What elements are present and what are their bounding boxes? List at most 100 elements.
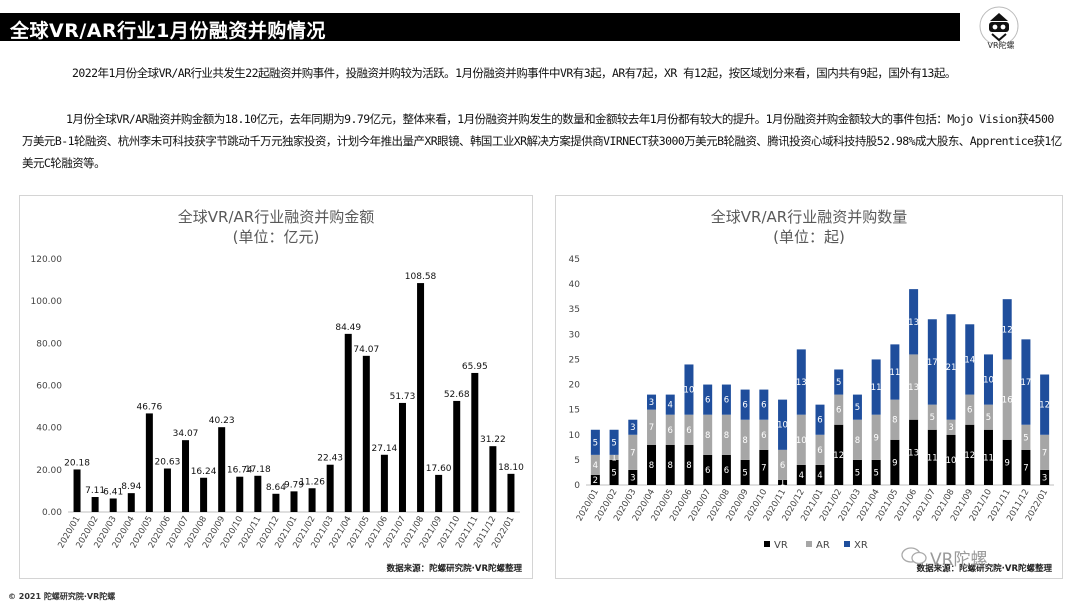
y-tick-label: 20.00 — [36, 466, 62, 476]
data-label: 11 — [871, 383, 882, 393]
y-tick-label: 120.00 — [31, 255, 63, 265]
data-label: 16.24 — [191, 467, 217, 477]
bar — [272, 493, 280, 512]
bar — [200, 477, 208, 512]
bar — [109, 498, 117, 512]
bar — [435, 474, 443, 512]
bar-segment-xr — [609, 429, 619, 455]
legend-swatch-xr — [844, 541, 850, 547]
data-label: 5 — [1023, 433, 1028, 443]
data-label: 8.94 — [121, 482, 141, 492]
bar-segment-vr — [983, 429, 993, 485]
bar-segment-vr — [871, 459, 881, 485]
data-label: 9 — [892, 458, 897, 468]
bar-segment-vr — [852, 459, 862, 485]
bar-segment-ar — [890, 399, 900, 440]
data-label: 13 — [908, 383, 919, 393]
data-label: 31.22 — [480, 435, 506, 445]
bar — [127, 493, 135, 512]
data-label: 5 — [930, 413, 935, 423]
legend-label-xr: XR — [854, 540, 868, 551]
bar — [362, 355, 370, 512]
data-label: 51.73 — [390, 392, 416, 402]
wechat-icon — [901, 547, 927, 565]
data-label: 6 — [686, 426, 691, 436]
legend-label-vr: VR — [774, 540, 788, 551]
bar-segment-vr — [740, 459, 750, 485]
bar — [308, 488, 316, 512]
bar-segment-xr — [909, 289, 919, 355]
intro-paragraph-2: 1月份全球VR/AR融资并购金额为18.10亿元，去年同期为9.79亿元，整体来… — [22, 112, 1062, 170]
data-label: 5 — [836, 378, 841, 388]
y-tick-label: 0 — [574, 481, 580, 491]
data-label: 12 — [1039, 401, 1050, 411]
data-label: 9 — [1004, 458, 1009, 468]
bar-segment-ar — [1040, 434, 1050, 470]
vr-tuoluo-logo-icon — [979, 6, 1019, 46]
y-tick-label: 25 — [569, 355, 580, 365]
data-label: 21 — [946, 363, 957, 373]
data-label: 1 — [611, 453, 616, 463]
y-tick-label: 10 — [569, 431, 581, 441]
bar — [417, 283, 425, 512]
chart-source: 数据来源：陀螺研究院·VR陀螺整理 — [916, 564, 1052, 574]
data-label: 2 — [593, 476, 598, 486]
bar — [489, 446, 497, 512]
bar — [326, 464, 334, 512]
funding-amount-chart: 全球VR/AR行业融资并购金额 (单位：亿元) 0.00 20.00 40.00 60… — [19, 195, 533, 579]
data-label: 4 — [817, 471, 822, 481]
data-label: 7 — [630, 448, 635, 458]
bar — [91, 497, 99, 512]
bar-segment-xr — [871, 359, 881, 415]
y-tick-label: 45 — [569, 255, 580, 265]
data-label: 3 — [630, 473, 635, 483]
data-label: 5 — [611, 438, 616, 448]
data-label: 65.95 — [462, 362, 488, 372]
bar-segment-vr — [909, 419, 919, 485]
data-label: 17 — [1021, 378, 1032, 388]
data-label: 8 — [855, 436, 860, 446]
bar-segment-vr — [796, 464, 806, 485]
bar-segment-xr — [965, 324, 975, 395]
data-label: 3 — [630, 423, 635, 433]
data-label: 9.79 — [284, 480, 304, 490]
bar-segment-xr — [628, 419, 638, 435]
bar-segment-vr — [890, 439, 900, 485]
data-label: 8 — [742, 436, 747, 446]
bar — [507, 473, 515, 512]
data-label: 5 — [611, 468, 616, 478]
bar-segment-vr — [665, 444, 675, 485]
bar-segment-xr — [927, 319, 937, 405]
bar-segment-xr — [665, 394, 675, 415]
data-label: 11 — [983, 453, 994, 463]
y-tick-label: 60.00 — [36, 382, 62, 392]
bar-segment-ar — [778, 449, 788, 480]
bar-segment-vr — [647, 444, 657, 485]
bar — [182, 440, 190, 512]
data-label: 5 — [855, 468, 860, 478]
data-label: 6 — [817, 446, 822, 456]
bar-segment-xr — [852, 394, 862, 420]
data-label: 8 — [892, 416, 897, 426]
bar-segment-vr — [1002, 439, 1012, 485]
y-tick-label: 0.00 — [42, 508, 62, 518]
data-label: 6 — [724, 396, 729, 406]
bar-segment-ar — [684, 414, 694, 445]
data-label: 20.18 — [64, 458, 90, 468]
bar-segment-xr — [946, 314, 956, 420]
data-label: 9 — [873, 433, 878, 443]
data-label: 13 — [796, 378, 807, 388]
data-label: 3 — [948, 423, 953, 433]
bar-segment-ar — [946, 419, 956, 435]
data-label: 11 — [889, 368, 900, 378]
bar-segment-ar — [909, 354, 919, 420]
data-label: 6 — [817, 416, 822, 426]
bar — [163, 468, 171, 512]
bar-segment-ar — [703, 414, 713, 455]
data-label: 12 — [833, 451, 844, 461]
bar — [453, 400, 461, 512]
y-tick-label: 20 — [569, 381, 581, 391]
data-label: 6 — [836, 406, 841, 416]
chart-source: 数据来源：陀螺研究院·VR陀螺整理 — [386, 564, 522, 574]
bar-segment-ar — [834, 394, 844, 425]
